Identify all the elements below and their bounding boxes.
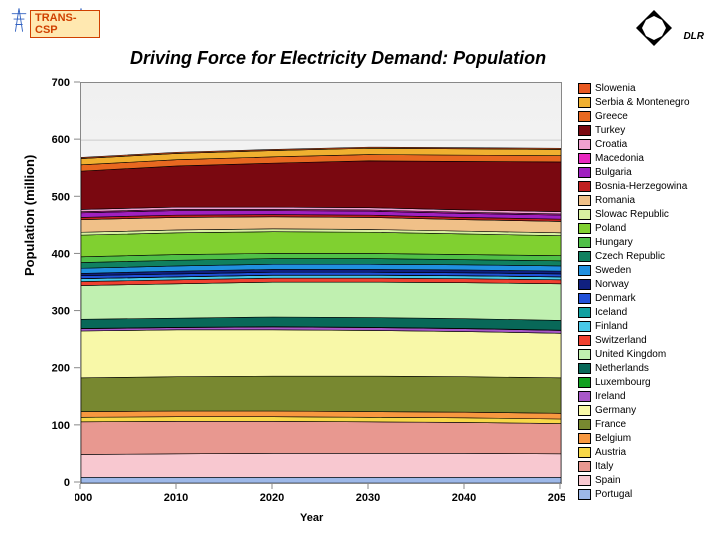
- legend-item: Slowac Republic: [578, 208, 716, 222]
- x-axis-label: Year: [300, 512, 323, 524]
- svg-text:500: 500: [52, 191, 70, 203]
- legend-item: Austria: [578, 446, 716, 460]
- chart-title: Driving Force for Electricity Demand: Po…: [130, 48, 546, 69]
- legend-item: Slowenia: [578, 82, 716, 96]
- legend-label: Slowac Republic: [595, 208, 669, 222]
- legend-label: Macedonia: [595, 152, 644, 166]
- legend-label: Italy: [595, 460, 613, 474]
- svg-text:2000: 2000: [75, 492, 92, 504]
- legend-item: Greece: [578, 110, 716, 124]
- legend-item: Germany: [578, 404, 716, 418]
- legend-item: Italy: [578, 460, 716, 474]
- svg-text:300: 300: [52, 306, 70, 318]
- logo-left-text: TRANS-CSP: [30, 10, 100, 38]
- legend-label: Romania: [595, 194, 635, 208]
- legend-item: France: [578, 418, 716, 432]
- svg-text:700: 700: [52, 77, 70, 89]
- legend-label: Luxembourg: [595, 376, 651, 390]
- legend-label: Slowenia: [595, 82, 636, 96]
- legend-label: Czech Republic: [595, 250, 665, 264]
- legend-item: Netherlands: [578, 362, 716, 376]
- logo-right-text: DLR: [683, 31, 704, 42]
- plot-area: [80, 82, 562, 484]
- legend-label: Turkey: [595, 124, 625, 138]
- svg-text:2020: 2020: [260, 492, 284, 504]
- trans-csp-logo: TRANS-CSP: [10, 6, 100, 36]
- legend-label: Sweden: [595, 264, 631, 278]
- legend-item: Serbia & Montenegro: [578, 96, 716, 110]
- svg-text:200: 200: [52, 363, 70, 375]
- legend-item: Sweden: [578, 264, 716, 278]
- svg-text:2040: 2040: [452, 492, 476, 504]
- legend-item: Norway: [578, 278, 716, 292]
- svg-text:0: 0: [64, 477, 70, 488]
- legend-label: Spain: [595, 474, 621, 488]
- legend-label: Austria: [595, 446, 626, 460]
- legend-item: Macedonia: [578, 152, 716, 166]
- legend-label: France: [595, 418, 626, 432]
- svg-text:2030: 2030: [356, 492, 380, 504]
- legend-item: Bulgaria: [578, 166, 716, 180]
- legend-label: Finland: [595, 320, 628, 334]
- legend-item: Denmark: [578, 292, 716, 306]
- legend-item: Luxembourg: [578, 376, 716, 390]
- legend-item: United Kingdom: [578, 348, 716, 362]
- legend-item: Ireland: [578, 390, 716, 404]
- legend-item: Bosnia-Herzegowina: [578, 180, 716, 194]
- legend-label: Serbia & Montenegro: [595, 96, 690, 110]
- legend-item: Belgium: [578, 432, 716, 446]
- legend-label: United Kingdom: [595, 348, 666, 362]
- legend-item: Spain: [578, 474, 716, 488]
- legend-label: Denmark: [595, 292, 636, 306]
- legend-label: Germany: [595, 404, 636, 418]
- legend-item: Romania: [578, 194, 716, 208]
- legend-label: Switzerland: [595, 334, 647, 348]
- legend-item: Turkey: [578, 124, 716, 138]
- legend-label: Norway: [595, 278, 629, 292]
- legend-label: Belgium: [595, 432, 631, 446]
- svg-text:2010: 2010: [164, 492, 188, 504]
- svg-text:600: 600: [52, 134, 70, 146]
- legend-label: Portugal: [595, 488, 632, 502]
- dlr-logo: DLR: [634, 8, 704, 48]
- legend-item: Switzerland: [578, 334, 716, 348]
- legend-label: Poland: [595, 222, 626, 236]
- svg-text:400: 400: [52, 248, 70, 260]
- legend-label: Bosnia-Herzegowina: [595, 180, 687, 194]
- legend: SloweniaSerbia & MontenegroGreeceTurkeyC…: [578, 82, 716, 502]
- legend-label: Netherlands: [595, 362, 649, 376]
- legend-label: Croatia: [595, 138, 627, 152]
- legend-label: Bulgaria: [595, 166, 632, 180]
- legend-item: Iceland: [578, 306, 716, 320]
- legend-label: Ireland: [595, 390, 626, 404]
- svg-text:100: 100: [52, 420, 70, 432]
- svg-text:2050: 2050: [548, 492, 565, 504]
- legend-item: Croatia: [578, 138, 716, 152]
- legend-label: Iceland: [595, 306, 627, 320]
- legend-item: Poland: [578, 222, 716, 236]
- legend-label: Hungary: [595, 236, 633, 250]
- legend-item: Portugal: [578, 488, 716, 502]
- population-chart: Population (million) 0100200300400500600…: [30, 76, 570, 522]
- legend-label: Greece: [595, 110, 628, 124]
- legend-item: Hungary: [578, 236, 716, 250]
- legend-item: Czech Republic: [578, 250, 716, 264]
- legend-item: Finland: [578, 320, 716, 334]
